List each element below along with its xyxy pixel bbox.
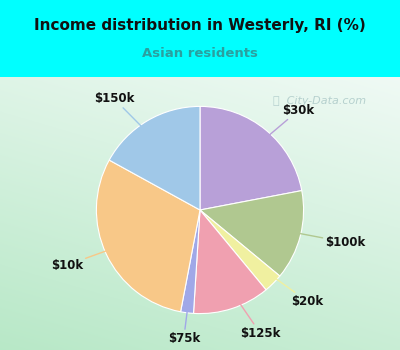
- Text: $20k: $20k: [252, 261, 324, 308]
- Text: Asian residents: Asian residents: [142, 47, 258, 60]
- Wedge shape: [109, 106, 200, 210]
- Text: $75k: $75k: [168, 283, 200, 345]
- Text: $10k: $10k: [51, 241, 134, 272]
- Text: Income distribution in Westerly, RI (%): Income distribution in Westerly, RI (%): [34, 18, 366, 33]
- Wedge shape: [200, 191, 304, 276]
- Text: ⓘ  City-Data.com: ⓘ City-Data.com: [274, 96, 366, 106]
- Wedge shape: [200, 210, 280, 290]
- Wedge shape: [194, 210, 266, 314]
- Wedge shape: [180, 210, 200, 313]
- Text: $125k: $125k: [223, 279, 280, 340]
- Text: $100k: $100k: [271, 228, 366, 249]
- Text: $30k: $30k: [247, 104, 315, 154]
- Wedge shape: [96, 160, 200, 312]
- Text: $150k: $150k: [94, 92, 162, 147]
- Wedge shape: [200, 106, 302, 210]
